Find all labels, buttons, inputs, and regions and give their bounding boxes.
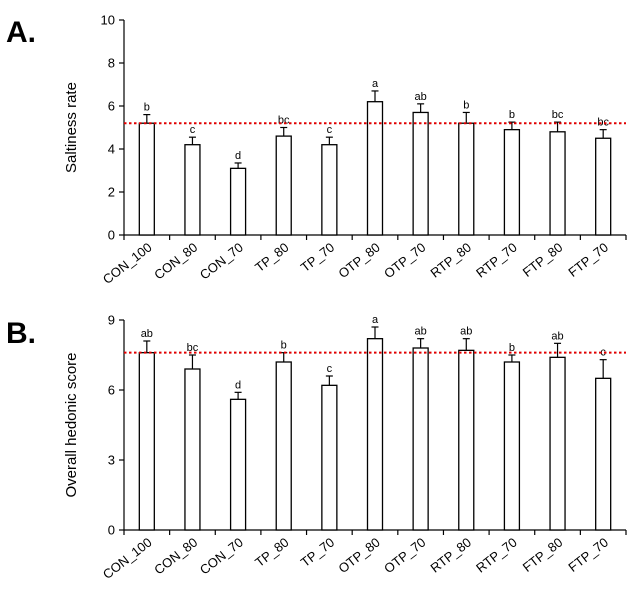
y-tick-label: 8 <box>108 56 115 71</box>
bar-rtp-80 <box>458 122 475 236</box>
bar-rtp-70 <box>503 128 521 236</box>
category-label: CON_70 <box>197 535 246 578</box>
category-label: OTP_70 <box>381 535 428 577</box>
bar-con-80 <box>184 368 201 531</box>
bar-con-70 <box>229 398 247 531</box>
significance-label: c <box>190 124 196 136</box>
bar-con-80 <box>184 144 201 236</box>
bar-ftp-80 <box>549 356 566 531</box>
y-tick-label: 2 <box>108 185 115 200</box>
significance-label: c <box>327 124 333 136</box>
category-label: RTP_80 <box>427 535 474 576</box>
bar-rtp-80 <box>458 349 475 531</box>
y-tick-label: 0 <box>108 228 115 243</box>
significance-label: ab <box>141 328 153 340</box>
bar-con-100 <box>138 122 155 236</box>
y-tick-label: 3 <box>108 453 115 468</box>
significance-label: ab <box>551 330 563 342</box>
category-label: TP_80 <box>252 240 291 275</box>
significance-label: ab <box>415 91 427 103</box>
significance-label: b <box>509 109 515 121</box>
bar-otp-70 <box>412 111 429 236</box>
bar-otp-80 <box>366 101 384 236</box>
category-label: CON_100 <box>100 535 155 582</box>
y-tick-label: 9 <box>108 313 115 328</box>
y-tick-label: 4 <box>108 142 115 157</box>
significance-label: b <box>509 342 515 354</box>
category-label: RTP_70 <box>473 240 520 281</box>
bar-ftp-80 <box>549 131 566 236</box>
bar-con-70 <box>229 167 247 236</box>
y-tick-label: 10 <box>101 13 115 28</box>
significance-label: d <box>235 150 241 162</box>
category-label: FTP_80 <box>520 240 566 280</box>
category-label: OTP_70 <box>381 240 428 282</box>
bar-ftp-70 <box>595 137 612 236</box>
bar-otp-80 <box>366 338 384 531</box>
y-tick-label: 0 <box>108 523 115 538</box>
category-label: OTP_80 <box>335 535 382 577</box>
bar-tp-80 <box>275 361 292 531</box>
category-label: OTP_80 <box>335 240 382 282</box>
bar-otp-70 <box>412 347 429 531</box>
bar-rtp-70 <box>503 361 521 531</box>
category-label: CON_80 <box>151 535 200 578</box>
category-label: FTP_70 <box>565 240 611 280</box>
significance-label: bc <box>187 342 199 354</box>
significance-label: b <box>144 102 150 114</box>
significance-label: ab <box>460 326 472 338</box>
significance-label: a <box>372 314 379 326</box>
y-axis-title: Saltiness rate <box>63 82 80 173</box>
category-label: FTP_70 <box>565 535 611 575</box>
bar-con-100 <box>138 352 155 531</box>
bar-tp-70 <box>321 384 338 531</box>
category-label: RTP_70 <box>473 535 520 576</box>
category-label: TP_80 <box>252 535 291 570</box>
significance-label: bc <box>552 109 564 121</box>
panel-b: B.Overall hedonic score0369abCON_100bcCO… <box>6 313 627 582</box>
y-tick-label: 6 <box>108 383 115 398</box>
significance-label: d <box>235 379 241 391</box>
panel-label: B. <box>6 317 36 350</box>
panel-label: A. <box>6 16 36 49</box>
bar-tp-80 <box>275 135 292 236</box>
category-label: TP_70 <box>298 240 337 275</box>
significance-label: bc <box>278 115 290 127</box>
bar-ftp-70 <box>595 377 612 531</box>
category-label: CON_70 <box>197 240 246 283</box>
category-label: RTP_80 <box>427 240 474 281</box>
y-tick-label: 6 <box>108 99 115 114</box>
significance-label: c <box>327 363 333 375</box>
significance-label: b <box>463 99 469 111</box>
category-label: FTP_80 <box>520 535 566 575</box>
bar-tp-70 <box>321 144 338 236</box>
significance-label: bc <box>597 117 609 129</box>
category-label: TP_70 <box>298 535 337 570</box>
y-axis-title: Overall hedonic score <box>63 352 80 497</box>
significance-label: ab <box>415 326 427 338</box>
significance-label: a <box>372 78 379 90</box>
category-label: CON_80 <box>151 240 200 283</box>
panel-a: A. Saltiness rate 0 2 4 6 8 10 b CON_100 c CON_80 d C… <box>6 13 627 287</box>
category-label: CON_100 <box>100 240 155 287</box>
significance-label: c <box>600 347 606 359</box>
significance-label: b <box>281 340 287 352</box>
